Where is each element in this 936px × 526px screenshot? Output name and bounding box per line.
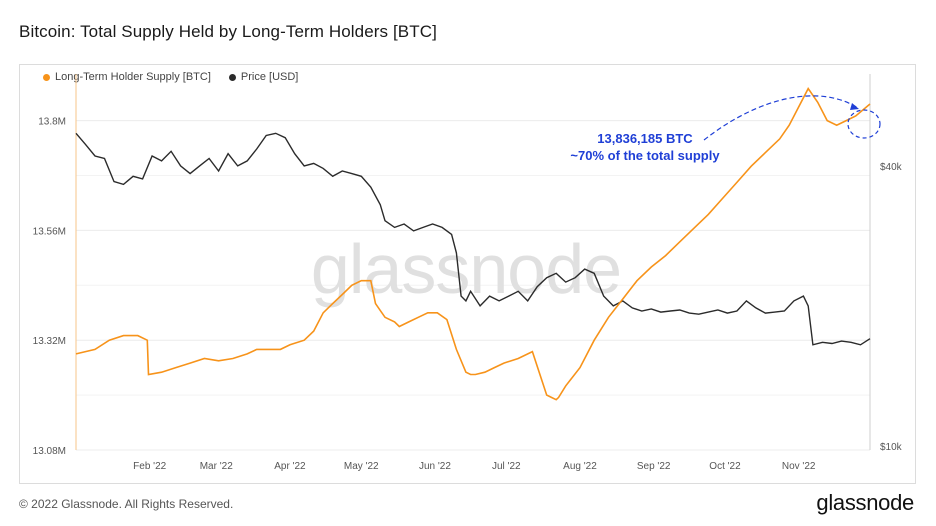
lth-legend-label: Long-Term Holder Supply [BTC]: [55, 71, 211, 83]
chart-panel: [19, 64, 916, 484]
chart-title: Bitcoin: Total Supply Held by Long-Term …: [19, 22, 437, 41]
price-legend-dot: [228, 73, 236, 81]
price-legend-label: Price [USD]: [240, 71, 299, 83]
lth-legend-dot: [43, 73, 50, 81]
legend: Long-Term Holder Supply [BTC] Price [USD…: [43, 71, 298, 83]
copyright-text: © 2022 Glassnode. All Rights Reserved.: [19, 497, 234, 511]
glassnode-logo[interactable]: glassnode: [816, 490, 914, 515]
legend-item-price[interactable]: Price [USD]: [228, 71, 299, 83]
legend-item-lth[interactable]: Long-Term Holder Supply [BTC]: [43, 71, 211, 83]
